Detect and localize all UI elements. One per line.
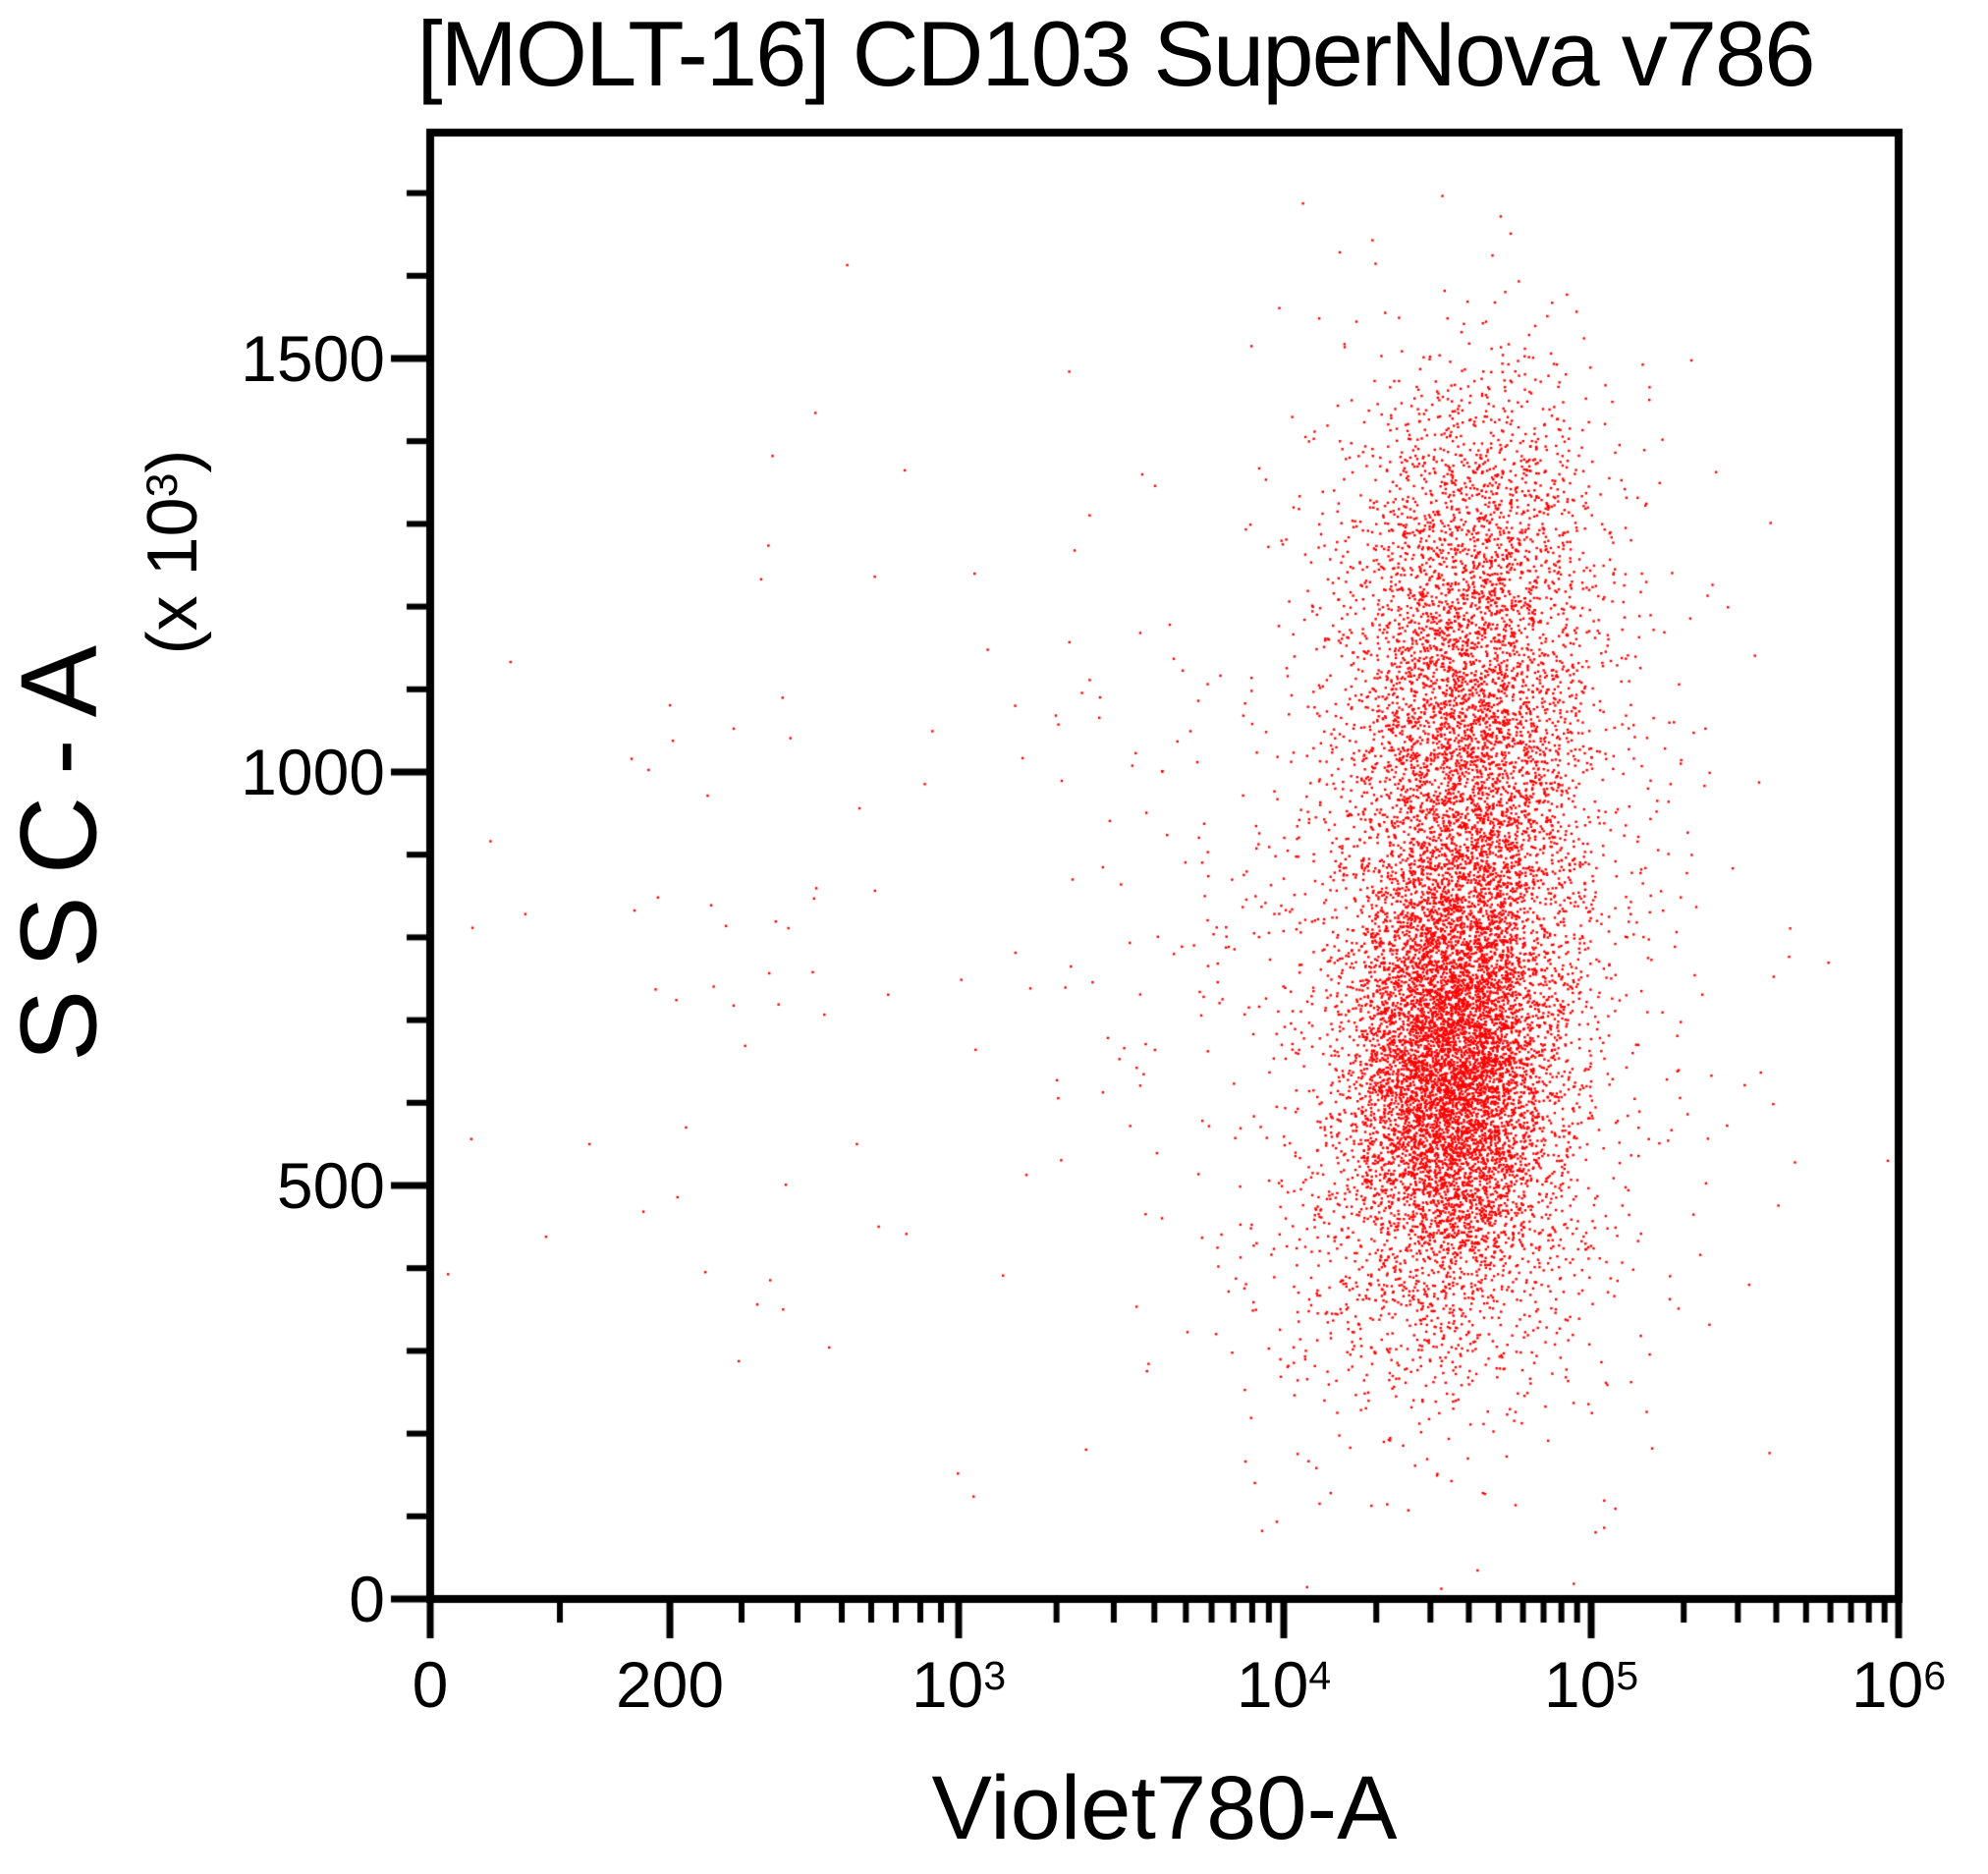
x-tick-label: 104	[1236, 1648, 1332, 1721]
y-tick-label: 500	[276, 1149, 385, 1222]
x-tick-label: 106	[1850, 1648, 1947, 1721]
x-tick-label: 103	[911, 1648, 1007, 1721]
y-unit-suffix: )	[134, 449, 212, 473]
x-axis-label: Violet780-A	[931, 1758, 1398, 1858]
x-tick-label: 105	[1543, 1648, 1639, 1721]
y-tick-label: 1500	[241, 322, 385, 395]
y-tick-label: 1000	[241, 736, 385, 808]
plot-title: [MOLT-16] CD103 SuperNova v786	[416, 2, 1815, 105]
x-tick-label: 0	[412, 1648, 449, 1721]
y-axis-unit-label: (x 103)	[133, 450, 213, 655]
y-unit-prefix: (x 10	[134, 497, 212, 655]
x-tick-label: 200	[615, 1648, 725, 1721]
y-unit-exponent: 3	[138, 472, 187, 498]
y-axis-label: SSC-A	[0, 623, 120, 1063]
y-tick-label: 0	[349, 1563, 385, 1635]
